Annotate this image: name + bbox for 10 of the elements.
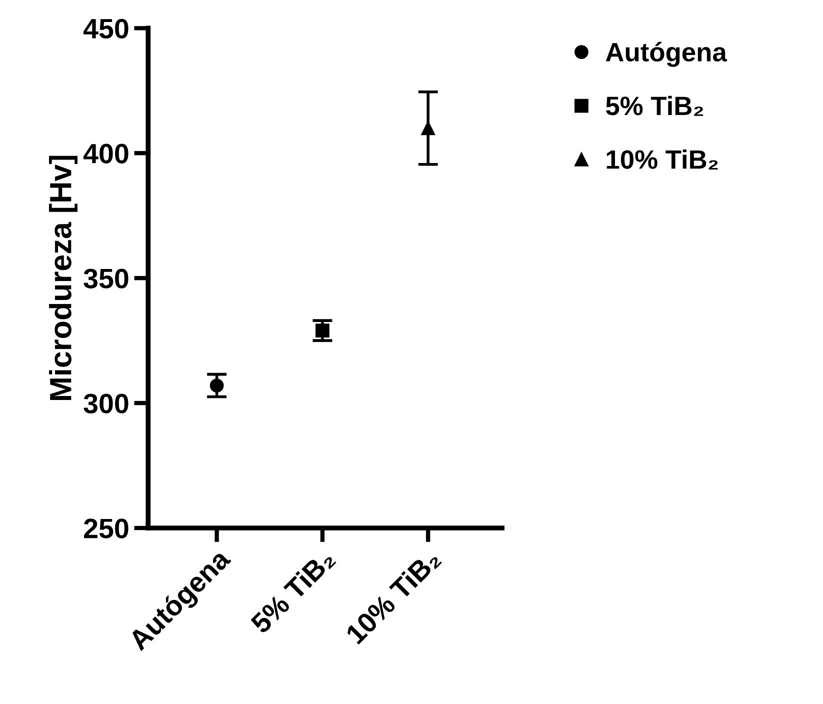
y-tick-label: 350 [84, 268, 128, 288]
legend-label: 10% TiB₂ [606, 150, 718, 170]
legend-label: Autógena [606, 42, 728, 67]
y-tick-label: 400 [83, 144, 128, 164]
y-tick-label: 250 [84, 518, 128, 538]
y-tick-label: 450 [83, 18, 128, 38]
y-axis-title: Microdureza [Hv] [49, 156, 78, 400]
legend-label: 5% TiB₂ [606, 96, 704, 116]
x-tick-label: 5% TiB₂ [249, 548, 336, 635]
y-tick-label: 300 [84, 394, 128, 414]
